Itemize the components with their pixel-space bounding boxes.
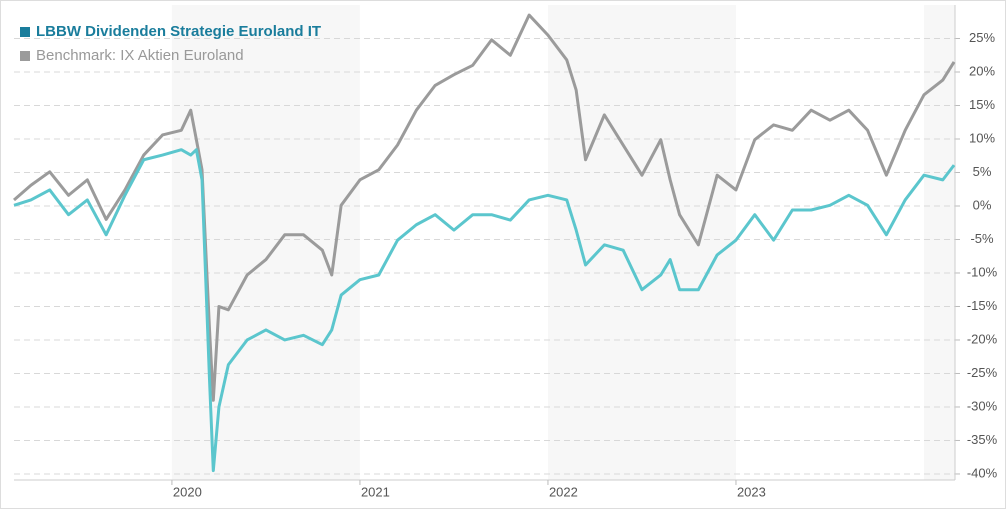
year-band (171, 5, 360, 480)
y-tick-label: 15% (969, 97, 995, 112)
y-tick-label: -40% (967, 465, 998, 480)
y-tick-label: 25% (969, 30, 995, 45)
y-tick-label: 5% (973, 164, 992, 179)
y-tick-label: -25% (967, 365, 998, 380)
y-tick-label: -35% (967, 432, 998, 447)
legend-swatch (20, 51, 30, 61)
y-tick-label: 0% (973, 197, 992, 212)
legend-label: Benchmark: IX Aktien Euroland (36, 47, 244, 64)
x-tick-label: 2021 (361, 484, 390, 499)
year-band (547, 5, 736, 480)
y-tick-label: -10% (967, 264, 998, 279)
y-tick-label: -30% (967, 398, 998, 413)
y-tick-label: -5% (970, 231, 994, 246)
year-band (923, 5, 955, 480)
series-line (13, 13, 956, 402)
x-tick-label: 2022 (549, 484, 578, 499)
legend-swatch (20, 27, 30, 37)
y-tick-label: -15% (967, 298, 998, 313)
legend-label: LBBW Dividenden Strategie Euroland IT (36, 23, 321, 40)
y-tick-label: 20% (969, 63, 995, 78)
y-tick-label: -20% (967, 331, 998, 346)
x-tick-label: 2020 (173, 484, 202, 499)
x-tick-label: 2023 (737, 484, 766, 499)
series-line (13, 148, 956, 473)
y-tick-label: 10% (969, 130, 995, 145)
